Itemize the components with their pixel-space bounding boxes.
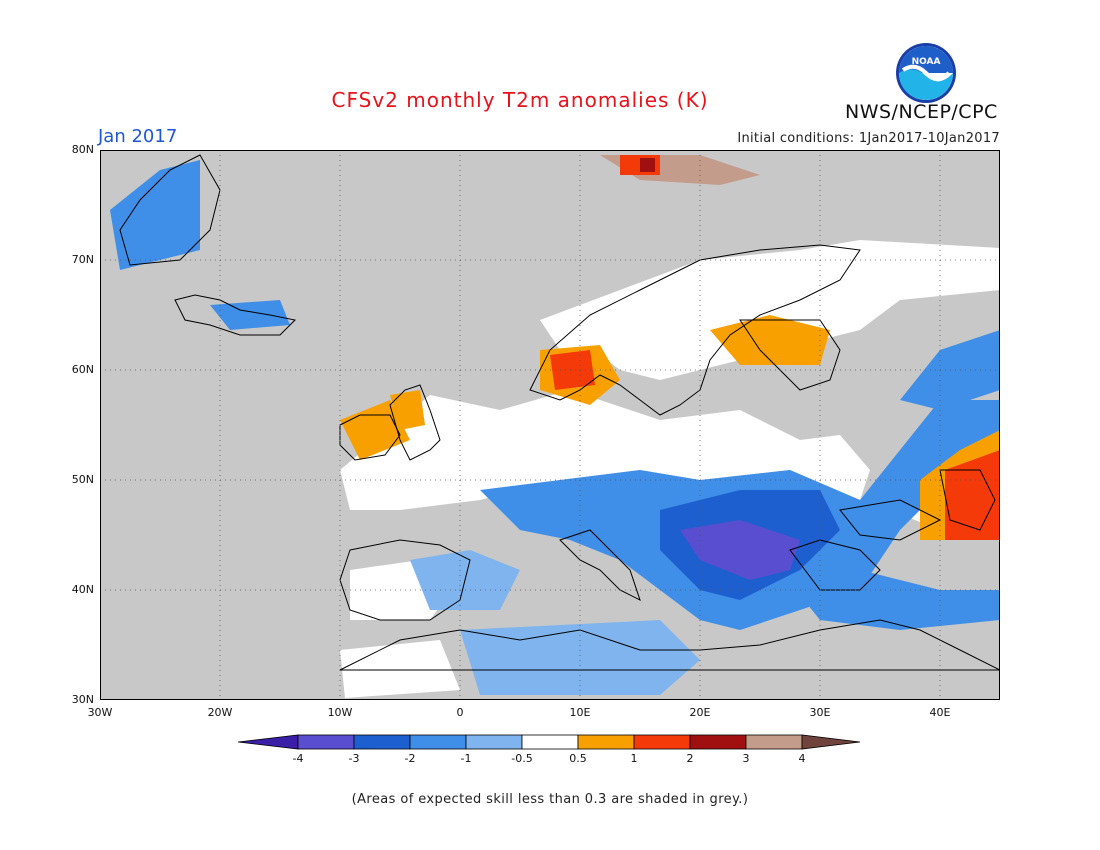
coast-iberia xyxy=(339,539,471,621)
region-north-africa-white xyxy=(340,640,460,698)
lon-label-10w: 10W xyxy=(327,706,353,719)
colorbar-label-minus1: -1 xyxy=(460,752,472,765)
footnote: (Areas of expected skill less than 0.3 a… xyxy=(351,792,749,807)
colorbar xyxy=(238,734,861,750)
noaa-logo: NOAA xyxy=(896,43,956,103)
colorbar-segment-2-3 xyxy=(689,734,747,750)
region-central-europe-white xyxy=(340,390,870,510)
region-turkey-minus1 xyxy=(780,570,1000,630)
colorbar-segment-neutral xyxy=(521,734,579,750)
colorbar-label-4: 4 xyxy=(798,752,806,765)
lat-label-80n: 80N xyxy=(71,143,94,156)
colorbar-label-1: 1 xyxy=(630,752,638,765)
colorbar-label-minus3: -3 xyxy=(348,752,360,765)
region-finland-orange xyxy=(710,315,830,365)
region-balkans-minus3 xyxy=(680,520,800,580)
region-africa-minus05 xyxy=(460,620,700,695)
lon-label-0: 0 xyxy=(456,706,464,719)
colorbar-label-2: 2 xyxy=(686,752,694,765)
lat-label-60n: 60N xyxy=(71,363,94,376)
lon-label-30e: 30E xyxy=(809,706,831,719)
coast-britain xyxy=(389,384,441,461)
region-norway-red xyxy=(550,350,595,390)
colorbar-label-minus2: -2 xyxy=(404,752,416,765)
graticule xyxy=(100,150,1000,700)
colorbar-segment-above-4 xyxy=(801,734,861,750)
colorbar-segment-3-4 xyxy=(745,734,803,750)
logo-text: NOAA xyxy=(912,57,941,67)
lon-label-20e: 20E xyxy=(689,706,711,719)
colorbar-segment-minus4-minus3 xyxy=(297,734,355,750)
colorbar-label-minus05: -0.5 xyxy=(511,752,533,765)
lat-label-30n: 30N xyxy=(71,693,94,706)
region-svalbard-darkred xyxy=(640,158,655,172)
coast-caspian xyxy=(939,469,996,531)
coast-italy xyxy=(559,529,641,601)
map-title: CFSv2 monthly T2m anomalies (K) xyxy=(0,88,1100,112)
lat-label-70n: 70N xyxy=(71,253,94,266)
region-greenland-minus1 xyxy=(110,160,200,270)
colorbar-segment-minus3-minus2 xyxy=(353,734,411,750)
coast-scandinavia xyxy=(529,244,861,416)
colorbar-label-3: 3 xyxy=(742,752,750,765)
colorbar-segment-minus1-minus05 xyxy=(465,734,523,750)
region-iceland-minus1 xyxy=(210,300,290,330)
lat-label-40n: 40N xyxy=(71,583,94,596)
coastlines xyxy=(119,154,1000,671)
initial-conditions-label: Initial conditions: 1Jan2017-10Jan2017 xyxy=(737,131,1000,146)
lon-label-20w: 20W xyxy=(207,706,233,719)
coast-black-sea xyxy=(839,499,942,541)
colorbar-label-minus4: -4 xyxy=(292,752,304,765)
region-britain-orange xyxy=(390,390,425,430)
coast-north-africa xyxy=(339,619,1000,671)
region-scandinavia-white xyxy=(540,240,1000,380)
colorbar-segment-minus2-minus1 xyxy=(409,734,467,750)
colorbar-segment-below-minus4 xyxy=(238,734,299,750)
colorbar-segment-1-2 xyxy=(633,734,691,750)
colorbar-segment-05-1 xyxy=(577,734,635,750)
coast-iceland xyxy=(174,294,297,336)
lon-label-30w: 30W xyxy=(87,706,113,719)
colorbar-label-05: 0.5 xyxy=(569,752,587,765)
coast-ireland xyxy=(339,414,401,461)
agency-label: NWS/NCEP/CPC xyxy=(845,101,998,123)
map-title-text: CFSv2 monthly T2m anomalies (K) xyxy=(331,88,709,112)
month-label: Jan 2017 xyxy=(98,126,178,147)
lon-label-40e: 40E xyxy=(929,706,951,719)
coast-greenland xyxy=(119,154,221,266)
lat-label-50n: 50N xyxy=(71,473,94,486)
lon-label-10e: 10E xyxy=(569,706,591,719)
anomaly-map xyxy=(100,150,1000,700)
